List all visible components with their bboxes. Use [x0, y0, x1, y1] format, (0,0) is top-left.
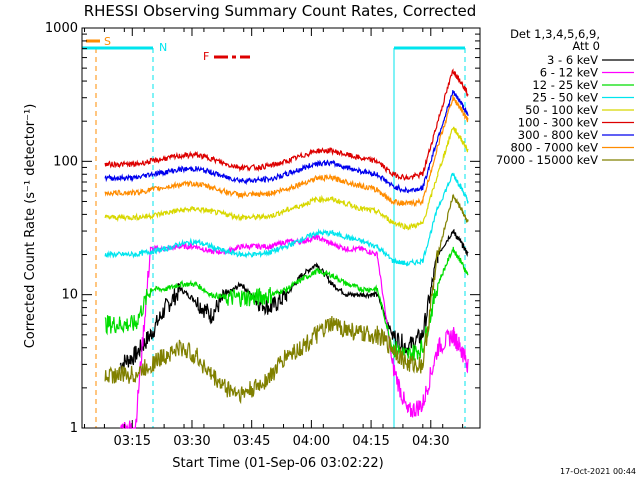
series-line	[104, 172, 469, 267]
series-lines	[104, 68, 469, 430]
plot-border	[81, 27, 481, 429]
plot-frame	[81, 27, 481, 429]
flag-s-label: S	[104, 35, 111, 48]
legend-item-label: 12 - 25 keV	[532, 78, 598, 92]
flag-f-label: F	[203, 50, 209, 63]
series-line	[104, 126, 469, 231]
series-line	[104, 246, 469, 363]
legend-item-label: 25 - 50 keV	[532, 91, 598, 105]
legend-item-label: 300 - 800 keV	[518, 128, 598, 142]
legend-item-label: 100 - 300 keV	[518, 116, 598, 130]
x-axis-label: Start Time (01-Sep-06 03:02:22)	[172, 456, 383, 471]
y-tick-label: 1000	[45, 21, 78, 36]
x-tick-label: 03:45	[233, 434, 270, 449]
series-line	[104, 193, 469, 405]
timestamp: 17-Oct-2021 00:44	[560, 467, 636, 476]
y-tick-label: 1	[70, 421, 78, 436]
series-line	[119, 228, 469, 371]
x-tick-label: 04:15	[352, 434, 389, 449]
series-line	[104, 90, 469, 194]
flag-n-label: N	[159, 41, 167, 54]
chart-title: RHESSI Observing Summary Count Rates, Co…	[84, 2, 477, 20]
x-tick-label: 03:15	[114, 434, 151, 449]
x-tick-label: 04:00	[293, 434, 330, 449]
x-axis-ticks: 03:15 03:30 03:45 04:00 04:15 04:30	[84, 28, 464, 449]
legend-header: Det 1,3,4,5,6,9,	[510, 27, 600, 41]
legend-item-label: 7000 - 15000 keV	[496, 153, 598, 167]
legend-item-label: 3 - 6 keV	[547, 53, 598, 67]
series-line	[104, 95, 469, 208]
legend-item-label: 800 - 7000 keV	[510, 141, 598, 155]
x-tick-label: 03:30	[173, 434, 210, 449]
legend-header: Att 0	[572, 39, 600, 53]
y-axis-label: Corrected Count Rate (s⁻¹ detector⁻¹)	[23, 104, 38, 349]
y-axis-ticks: 1 10 100 1000	[45, 21, 480, 436]
legend-item-label: 6 - 12 keV	[540, 66, 598, 80]
x-tick-label: 04:30	[412, 434, 449, 449]
y-tick-label: 10	[61, 288, 78, 303]
legend-item-label: 50 - 100 keV	[525, 103, 598, 117]
y-tick-label: 100	[53, 154, 78, 169]
series-line	[104, 68, 469, 181]
